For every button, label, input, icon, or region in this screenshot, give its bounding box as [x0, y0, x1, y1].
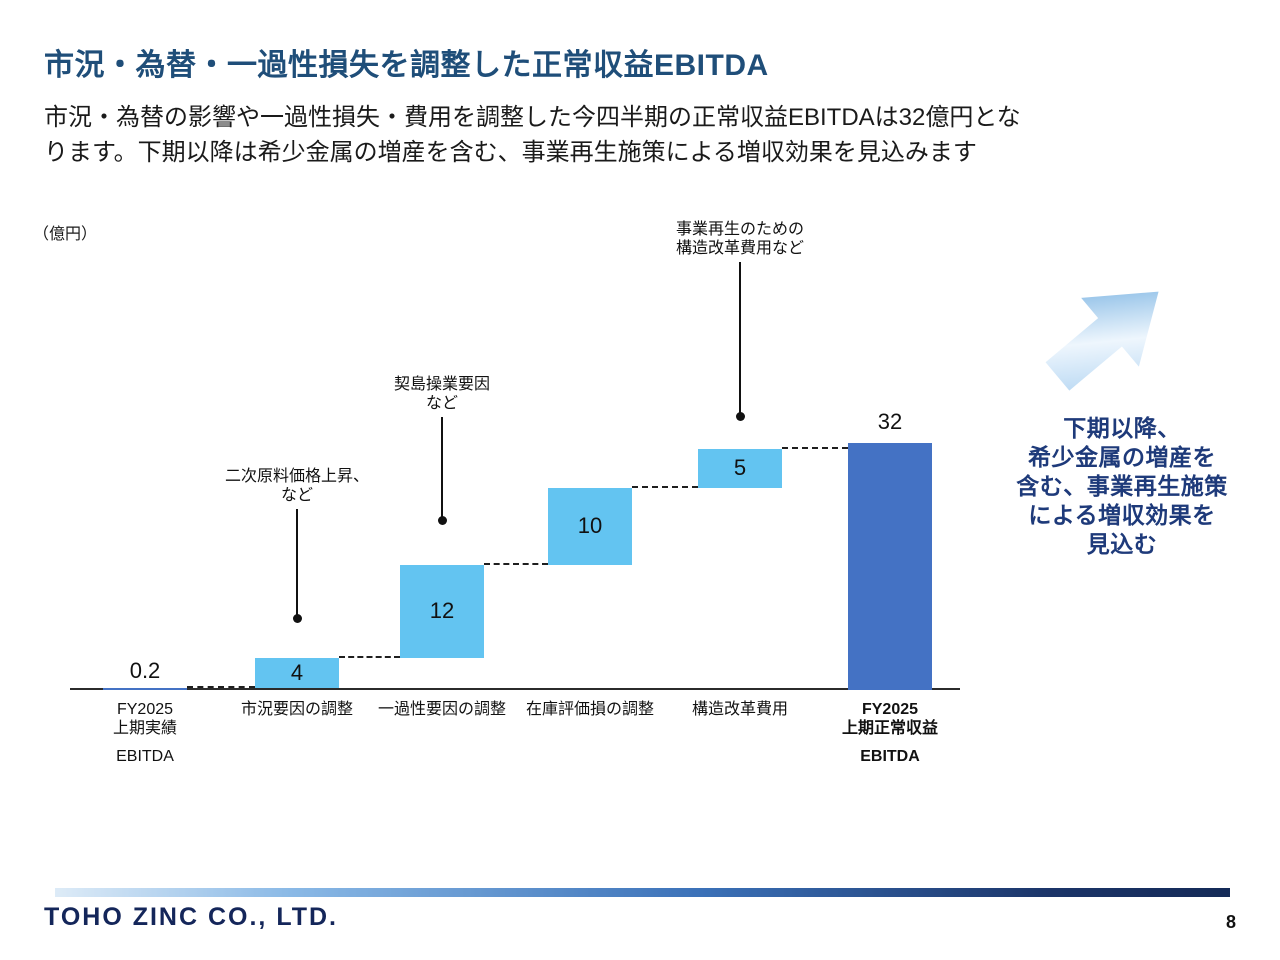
category-label-line: EBITDA — [116, 748, 174, 765]
annotation-line-text: など — [425, 395, 458, 412]
annotation-dot — [735, 411, 745, 421]
chart-annotation: 契島操業要因 など — [332, 375, 552, 413]
note-line-2: 希少金属の増産を — [1028, 444, 1216, 470]
bar-value-label: 0.2 — [129, 658, 161, 683]
bar-value-label: 4 — [290, 660, 304, 686]
waterfall-connector — [339, 655, 400, 658]
annotation-leader-line — [441, 417, 443, 520]
waterfall-connector — [632, 485, 698, 488]
waterfall-bar — [103, 688, 187, 690]
annotation-line-text: 構造改革費用など — [675, 240, 804, 257]
chart-annotation: 二次原料価格上昇、 など — [187, 467, 407, 505]
category-label: 一過性要因の調整 — [352, 700, 532, 719]
note-line-4: による増収効果を — [1028, 502, 1216, 528]
category-label-line: FY2025 — [861, 701, 919, 718]
annotation-line-text: 事業再生のための — [675, 221, 804, 238]
note-line-5: 見込む — [1086, 531, 1158, 557]
note-line-1: 下期以降、 — [1063, 415, 1181, 441]
waterfall-bar — [698, 449, 782, 488]
waterfall-chart: 0.2 4 12 10 5 32 二次原料価格上昇、 など 契島操業要因 など 事業再生のための 構造… — [70, 220, 960, 765]
category-label-line: 構造改革費用 — [691, 701, 788, 718]
annotation-dot — [437, 515, 447, 525]
waterfall-bar — [548, 487, 632, 565]
waterfall-bar — [400, 564, 484, 658]
category-label-line: 在庫評価損の調整 — [525, 701, 654, 718]
annotation-line-text: 契島操業要因 — [393, 376, 490, 393]
summary-line-2: ります。下期以降は希少金属の増産を含む、事業再生施策による増収効果を見込みます — [44, 139, 977, 166]
bar-value-label: 12 — [429, 598, 455, 624]
waterfall-bar — [255, 657, 339, 689]
x-axis — [70, 688, 960, 690]
bar-value-label: 32 — [877, 408, 903, 434]
chart-annotation: 事業再生のための 構造改革費用など — [630, 220, 850, 258]
category-label: 市況要因の調整 — [207, 700, 387, 719]
category-label-line: 上期正常収益 — [841, 720, 938, 737]
outlook-note: 下期以降、 希少金属の増産を 含む、事業再生施策 による増収効果を 見込む — [988, 414, 1256, 559]
category-label: FY2025 上期正常収益 EBITDA — [800, 700, 980, 766]
footer-gradient-bar — [55, 888, 1230, 897]
waterfall-connector — [187, 686, 255, 689]
category-label-line: 市況要因の調整 — [240, 701, 353, 718]
company-logo-text: TOHO ZINC CO., LTD. — [44, 903, 339, 931]
bar-value-label: 5 — [733, 455, 747, 481]
waterfall-bar — [848, 442, 932, 690]
waterfall-connector — [782, 447, 848, 450]
category-label: 構造改革費用 — [650, 700, 830, 719]
category-label-line: FY2025 — [116, 701, 174, 718]
up-right-arrow-icon — [1032, 268, 1184, 400]
bar-value-label: 10 — [577, 513, 603, 539]
slide-summary-text: 市況・為替の影響や一過性損失・費用を調整した今四半期の正常収益EBITDAは32… — [44, 100, 1234, 170]
annotation-line-text: 二次原料価格上昇、 — [224, 468, 369, 485]
category-label: 在庫評価損の調整 — [500, 700, 680, 719]
category-label-line: 上期実績 — [112, 720, 177, 737]
summary-line-1: 市況・為替の影響や一過性損失・費用を調整した今四半期の正常収益EBITDAは32… — [44, 104, 1021, 131]
category-label: FY2025 上期実績 EBITDA — [55, 700, 235, 766]
category-label-line: EBITDA — [860, 748, 920, 765]
annotation-dot — [292, 613, 302, 623]
note-line-3: 含む、事業再生施策 — [1016, 473, 1228, 499]
annotation-leader-line — [739, 262, 741, 416]
page-title: 市況・為替・一過性損失を調整した正常収益EBITDA — [44, 49, 769, 82]
page-number: 8 — [1225, 912, 1236, 932]
category-label-line: 一過性要因の調整 — [377, 701, 506, 718]
annotation-line-text: など — [280, 487, 313, 504]
axis-unit-label: （億円） — [33, 226, 98, 243]
waterfall-connector — [484, 562, 548, 565]
annotation-leader-line — [296, 509, 298, 618]
